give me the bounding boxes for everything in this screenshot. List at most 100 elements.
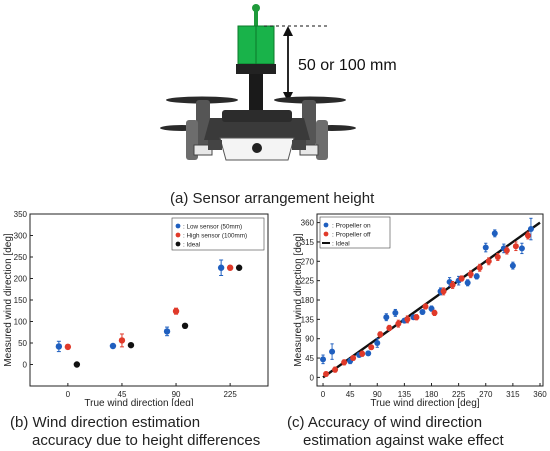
y-tick-label: 45 xyxy=(305,354,314,363)
data-point xyxy=(377,331,384,338)
x-axis-label: True wind direction [deg] xyxy=(370,398,479,409)
data-point xyxy=(329,348,336,355)
data-point xyxy=(509,262,516,269)
legend-marker xyxy=(323,231,329,237)
data-point xyxy=(341,359,348,366)
y-tick-label: 350 xyxy=(14,210,28,219)
sensor-mount xyxy=(236,64,276,74)
legend-label: : High sensor (100mm) xyxy=(183,233,247,240)
data-point xyxy=(413,314,420,321)
data-point xyxy=(368,344,375,351)
arrow-head-down xyxy=(283,92,293,102)
data-point xyxy=(395,320,402,327)
y-axis-label: Measured wind direction [deg] xyxy=(293,233,304,367)
data-point xyxy=(485,258,492,265)
chart-c: 0 45 90 135 180 225 270 315 360 0 45 90 135 180 225 270… xyxy=(293,213,547,409)
data-point xyxy=(235,264,243,271)
x-tick-label: 45 xyxy=(118,390,127,399)
legend-label: : Propeller on xyxy=(332,223,371,230)
data-point xyxy=(467,271,474,278)
data-point xyxy=(163,328,171,335)
x-tick-label: 45 xyxy=(346,390,355,399)
data-point xyxy=(458,275,465,282)
chart-b: 0 50 100 150 200 250 300 350 0 45 90 225 True wind d… xyxy=(3,210,269,406)
drone-side-right xyxy=(292,140,306,150)
data-point xyxy=(494,254,501,260)
legend-marker xyxy=(323,222,329,228)
data-point xyxy=(464,279,471,286)
data-point xyxy=(320,356,327,363)
y-tick-label: 360 xyxy=(301,219,315,228)
data-point xyxy=(226,264,234,271)
legend-label: : Propeller off xyxy=(332,232,371,239)
data-point xyxy=(323,370,330,377)
x-tick-label: 315 xyxy=(506,390,520,399)
data-point xyxy=(55,343,63,350)
x-tick-label: 225 xyxy=(223,390,237,399)
drone-illustration: 50 or 100 mm xyxy=(160,4,397,161)
y-tick-label: 150 xyxy=(14,296,28,305)
legend-label: : Low sensor (50mm) xyxy=(183,224,242,231)
x-tick-label: 270 xyxy=(479,390,493,399)
data-point xyxy=(440,288,447,295)
data-point xyxy=(476,264,483,271)
legend-box xyxy=(171,217,265,251)
data-point xyxy=(181,322,189,329)
data-point xyxy=(217,264,225,271)
data-point xyxy=(422,303,429,310)
legend-marker xyxy=(175,232,181,238)
data-point xyxy=(127,341,135,349)
sensor-tip xyxy=(252,4,260,12)
legend-marker xyxy=(175,223,181,229)
y-tick-label: 135 xyxy=(301,315,315,324)
data-point xyxy=(118,337,126,344)
data-point xyxy=(449,281,456,288)
caption-b-line2: accuracy due to height differences xyxy=(32,432,261,449)
y-axis-label: Measured wind direction [deg] xyxy=(3,233,14,367)
y-tick-label: 50 xyxy=(18,339,27,348)
caption-c-line2: estimation against wake effect xyxy=(303,432,504,449)
data-point xyxy=(518,245,525,252)
x-tick-label: 225 xyxy=(452,390,466,399)
x-axis-label: True wind direction [deg] xyxy=(84,398,193,406)
data-point xyxy=(392,309,399,316)
x-tick-label: 0 xyxy=(66,390,71,399)
x-tick-label: 0 xyxy=(321,390,326,399)
drone-shell xyxy=(222,110,292,122)
legend-label: : Ideal xyxy=(332,241,350,248)
data-point xyxy=(431,309,438,316)
x-tick-label: 135 xyxy=(398,390,412,399)
caption-b-line1: (b) Wind direction estimation xyxy=(10,414,201,431)
y-tick-label: 250 xyxy=(14,253,28,262)
data-point xyxy=(109,342,117,350)
data-point xyxy=(359,350,366,357)
y-tick-label: 315 xyxy=(301,238,315,247)
data-point xyxy=(383,314,390,321)
y-tick-label: 225 xyxy=(301,277,315,286)
data-point xyxy=(404,316,411,323)
data-point xyxy=(386,324,393,331)
x-tick-label: 90 xyxy=(172,390,181,399)
data-point xyxy=(524,232,531,239)
data-point xyxy=(172,307,180,315)
data-point xyxy=(374,340,381,346)
data-point xyxy=(73,361,81,368)
data-point xyxy=(350,355,357,362)
y-tick-label: 180 xyxy=(301,296,315,305)
y-tick-label: 300 xyxy=(14,232,28,241)
x-tick-label: 180 xyxy=(425,390,439,399)
data-point xyxy=(473,273,480,280)
legend-box xyxy=(319,216,391,249)
y-tick-label: 200 xyxy=(14,275,28,284)
data-point xyxy=(64,343,72,351)
legend-label: : Ideal xyxy=(183,242,200,249)
y-tick-label: 270 xyxy=(301,257,315,266)
caption-a: (a) Sensor arrangement height xyxy=(170,190,375,207)
data-point xyxy=(482,244,489,251)
y-tick-label: 90 xyxy=(305,335,314,344)
arrow-head-up xyxy=(283,26,293,36)
data-point xyxy=(419,309,426,316)
camera xyxy=(252,143,262,153)
y-tick-label: 0 xyxy=(310,373,315,382)
